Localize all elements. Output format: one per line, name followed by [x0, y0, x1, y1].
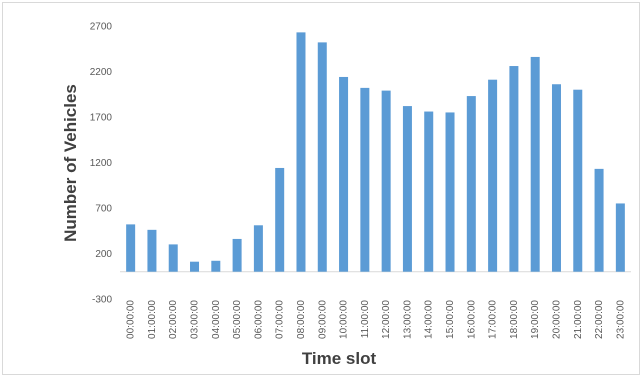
bar — [360, 87, 370, 272]
x-tick-label: 05:00:00 — [232, 300, 243, 339]
x-tick-label: 12:00:00 — [381, 300, 392, 339]
bar — [488, 79, 498, 272]
x-tick-label: 23:00:00 — [615, 300, 626, 339]
bar — [317, 42, 327, 272]
bar — [296, 32, 306, 272]
y-axis-title: Number of Vehicles — [61, 84, 80, 242]
bar — [466, 96, 476, 272]
y-tick-label: 2200 — [90, 67, 113, 78]
bar — [381, 90, 391, 272]
bar — [211, 260, 221, 272]
x-tick-label: 02:00:00 — [168, 300, 179, 339]
x-tick-label: 20:00:00 — [551, 300, 562, 339]
bar — [232, 238, 242, 272]
x-tick-label: 09:00:00 — [317, 300, 328, 339]
x-tick-label: 07:00:00 — [275, 300, 286, 339]
x-tick-label: 18:00:00 — [509, 300, 520, 339]
bar — [147, 229, 157, 272]
bar — [551, 84, 561, 272]
x-tick-label: 01:00:00 — [147, 300, 158, 339]
x-tick-label: 03:00:00 — [190, 300, 201, 339]
bar — [424, 111, 434, 272]
bar — [509, 66, 519, 272]
bar-chart: -300 200 700 1200 1700 2200 2700 00:00:00 01:00… — [61, 22, 631, 368]
y-tick-label: -300 — [92, 295, 112, 306]
y-tick-label: 2700 — [90, 22, 113, 33]
x-axis-ticks: 00:00:00 01:00:00 02:00:00 03:00:00 04:00:00… — [126, 300, 627, 339]
x-tick-label: 13:00:00 — [402, 300, 413, 339]
y-tick-label: 200 — [95, 249, 112, 260]
bar — [275, 167, 285, 272]
bar — [168, 244, 178, 272]
bar — [190, 261, 200, 272]
x-tick-label: 19:00:00 — [530, 300, 541, 339]
bar — [445, 112, 455, 272]
y-tick-label: 1200 — [90, 158, 113, 169]
bar — [339, 76, 349, 272]
bar — [573, 89, 583, 272]
x-tick-label: 14:00:00 — [424, 300, 435, 339]
x-tick-label: 00:00:00 — [126, 300, 137, 339]
x-tick-label: 17:00:00 — [488, 300, 499, 339]
x-tick-label: 04:00:00 — [211, 300, 222, 339]
bar — [126, 224, 136, 272]
x-tick-label: 06:00:00 — [253, 300, 264, 339]
x-tick-label: 10:00:00 — [339, 300, 350, 339]
bar — [253, 225, 263, 272]
bar — [615, 203, 625, 272]
bars-group — [126, 32, 625, 272]
x-tick-label: 15:00:00 — [445, 300, 456, 339]
x-tick-label: 21:00:00 — [573, 300, 584, 339]
x-tick-label: 16:00:00 — [466, 300, 477, 339]
bar — [594, 168, 604, 272]
x-axis-title: Time slot — [302, 349, 377, 368]
y-axis-ticks: -300 200 700 1200 1700 2200 2700 — [90, 22, 113, 306]
y-tick-label: 700 — [95, 204, 112, 215]
chart-area: -300 200 700 1200 1700 2200 2700 00:00:00 01:00… — [2, 2, 640, 375]
x-tick-label: 11:00:00 — [360, 300, 371, 339]
y-tick-label: 1700 — [90, 113, 113, 124]
bar — [402, 106, 412, 272]
x-tick-label: 22:00:00 — [594, 300, 605, 339]
x-tick-label: 08:00:00 — [296, 300, 307, 339]
bar — [530, 56, 540, 272]
